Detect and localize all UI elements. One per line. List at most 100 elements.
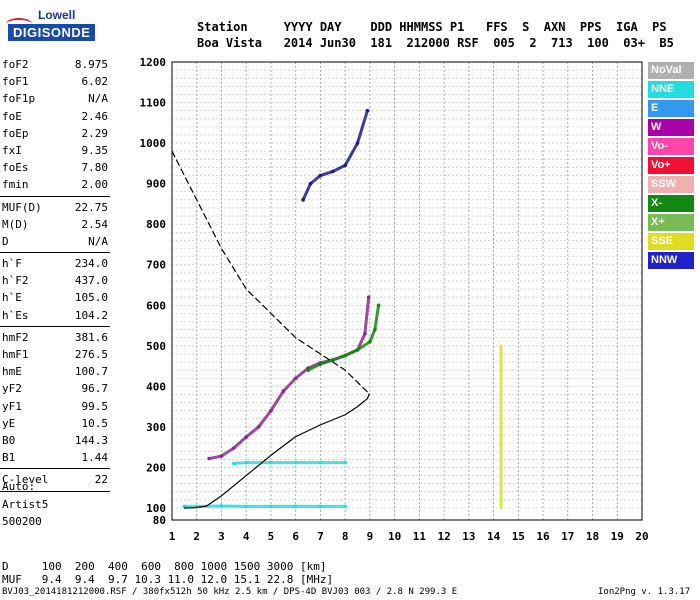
param-label: hmF2 <box>2 330 29 344</box>
series-x-trace <box>306 303 381 372</box>
param-value: 10.5 <box>81 416 109 430</box>
param-row-b1: B1 1.44 <box>0 449 137 466</box>
param-value: 9.35 <box>81 143 109 157</box>
file-info: BVJ03_2014181212000.RSF / 380fx512h 50 k… <box>2 587 458 597</box>
x-tick-label: 12 <box>437 530 450 543</box>
data-point <box>306 368 310 372</box>
param-label: hmE <box>2 365 22 379</box>
legend-item-sse: SSE <box>648 233 694 250</box>
data-point <box>269 408 273 413</box>
param-row-hmf2: hmF2 381.6 <box>0 329 137 346</box>
param-row-fmin: fmin 2.00 <box>0 176 137 193</box>
autoscaling-label: Auto: <box>2 480 36 493</box>
program-version: Ion2Png v. 1.3.17 <box>598 587 691 597</box>
header-row-2: Boa Vista 2014 Jun30 181 212000 RSF 005 … <box>197 36 674 50</box>
param-value: 105.0 <box>74 291 108 305</box>
param-separator <box>0 252 110 254</box>
param-row-hes: h`Es 104.2 <box>0 307 137 324</box>
data-point <box>207 456 211 461</box>
data-point <box>330 169 335 174</box>
param-value: 104.2 <box>74 308 108 322</box>
logo-top-text: Lowell <box>38 8 76 22</box>
data-point <box>355 348 360 352</box>
y-tick-label: 800 <box>146 218 166 231</box>
param-label: M(D) <box>2 217 29 231</box>
param-label: foF1 <box>2 75 29 89</box>
param-value: 2.46 <box>81 109 109 123</box>
y-tick-label: 600 <box>146 299 166 312</box>
param-label: h`F <box>2 257 22 271</box>
data-point <box>343 163 347 168</box>
param-label: fxI <box>2 143 22 157</box>
param-row-md: M(D) 2.54 <box>0 216 137 233</box>
param-separator <box>0 490 110 492</box>
param-row-d: D N/A <box>0 233 137 250</box>
y-tick-label: 80 <box>153 514 166 527</box>
param-label: C-level <box>2 473 49 487</box>
x-tick-label: 4 <box>243 530 250 543</box>
data-point <box>363 331 367 336</box>
data-point <box>330 358 335 362</box>
param-label: MUF(D) <box>2 200 42 214</box>
y-tick-label: 1200 <box>140 56 167 69</box>
x-tick-label: 16 <box>536 530 550 543</box>
scaled-parameters-panel: foF2 8.975 foF1 6.02 foF1p N/A foE 2.46 foEp 2.29… <box>0 56 137 494</box>
data-point <box>376 303 381 308</box>
param-label: h`F2 <box>2 274 29 288</box>
artist-build: 500200 <box>2 515 42 528</box>
x-tick-label: 11 <box>413 530 427 543</box>
x-tick-label: 13 <box>462 530 475 543</box>
series-profile-dashed- <box>171 150 370 395</box>
x-tick-label: 20 <box>635 530 648 543</box>
data-point <box>182 504 187 509</box>
legend-item-vo: Vo+ <box>648 157 694 174</box>
legend-item-vo: Vo- <box>648 138 694 155</box>
x-tick-label: 2 <box>193 530 200 543</box>
data-point <box>244 435 249 439</box>
param-value: 22 <box>94 473 108 487</box>
param-row-ye: yE 10.5 <box>0 415 137 432</box>
data-point <box>269 504 273 509</box>
plot-frame <box>171 61 643 521</box>
x-tick-label: 3 <box>218 530 225 543</box>
data-point <box>318 173 323 178</box>
legend-item-nne: NNE <box>648 81 694 98</box>
param-value: 8.975 <box>74 58 108 71</box>
x-tick-label: 5 <box>268 530 275 543</box>
param-row-fof1p: foF1p N/A <box>0 90 137 107</box>
data-point <box>232 446 236 450</box>
y-tick-label: 900 <box>146 178 166 191</box>
param-row-yf2: yF2 96.7 <box>0 380 137 397</box>
footer-d-row: D 100 200 400 600 800 1000 1500 3000 [km… <box>2 560 327 573</box>
x-tick-label: 7 <box>317 530 324 543</box>
logo-swoosh <box>6 18 32 30</box>
x-tick-label: 17 <box>561 530 574 543</box>
data-point <box>373 327 377 332</box>
param-value: 276.5 <box>74 348 108 361</box>
param-value: 1.44 <box>81 451 109 465</box>
param-value: N/A <box>88 234 108 248</box>
data-point <box>256 425 261 429</box>
data-point <box>269 460 273 465</box>
x-tick-label: 8 <box>342 530 349 543</box>
param-label: hmF1 <box>2 348 29 361</box>
param-row-fof1: foF1 6.02 <box>0 73 137 90</box>
param-value: 7.80 <box>81 161 109 175</box>
series-f2-2-hop <box>301 109 369 202</box>
legend-item-noval: NoVal <box>648 62 694 79</box>
x-tick-label: 15 <box>512 530 525 543</box>
data-point <box>318 504 323 509</box>
data-point <box>244 460 249 465</box>
x-tick-label: 19 <box>611 530 624 543</box>
param-separator <box>0 195 110 197</box>
legend-item-e: E <box>648 100 694 117</box>
param-separator <box>0 468 110 470</box>
param-row-hf: h`F 234.0 <box>0 255 137 272</box>
param-value: 234.0 <box>74 257 108 271</box>
y-tick-label: 300 <box>146 421 166 434</box>
param-value: 100.7 <box>74 365 108 379</box>
x-tick-label: 6 <box>292 530 299 543</box>
data-point <box>301 198 305 202</box>
param-value: 99.5 <box>81 399 109 413</box>
param-value: 437.0 <box>74 274 108 288</box>
